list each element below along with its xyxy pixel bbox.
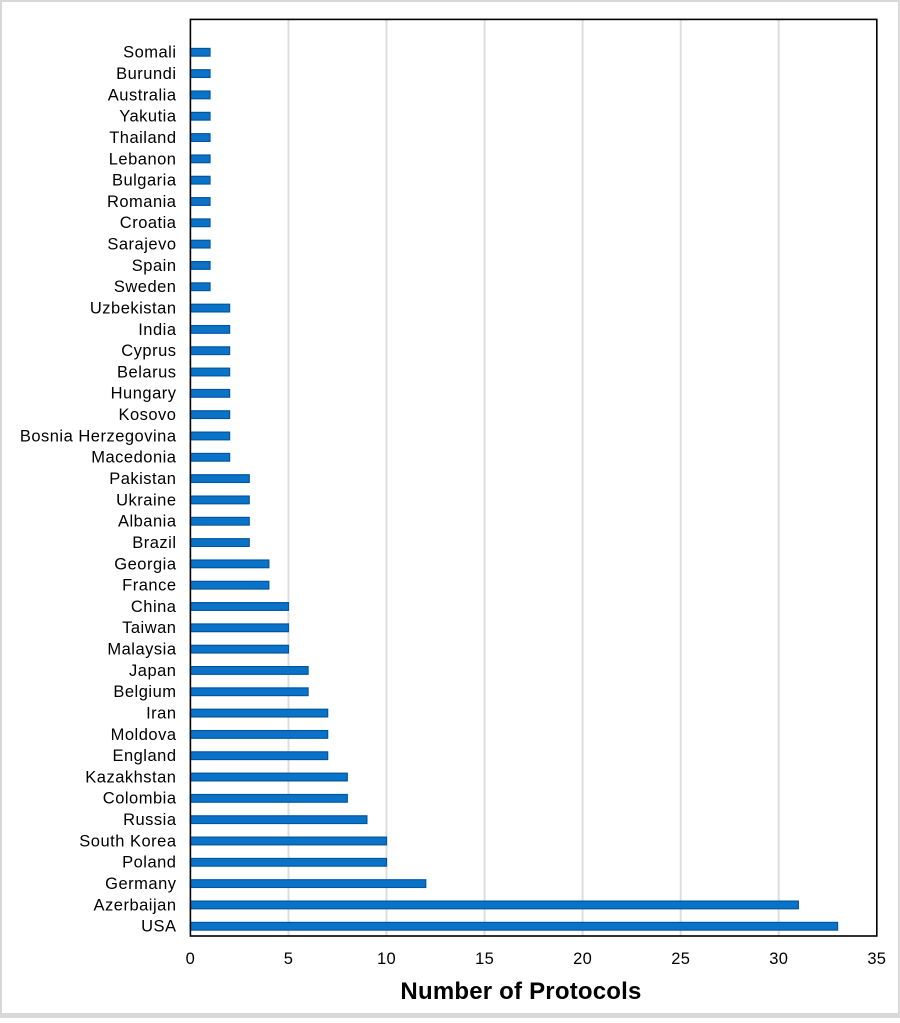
svg-text:Iran: Iran — [146, 704, 176, 722]
svg-text:10: 10 — [377, 950, 396, 968]
svg-text:Moldova: Moldova — [111, 726, 177, 744]
svg-text:Macedonia: Macedonia — [91, 449, 177, 467]
svg-text:USA: USA — [141, 918, 176, 936]
svg-text:30: 30 — [769, 950, 788, 968]
svg-text:0: 0 — [186, 950, 195, 968]
svg-text:Croatia: Croatia — [120, 214, 177, 232]
svg-text:Lebanon: Lebanon — [109, 150, 177, 168]
svg-text:Romania: Romania — [107, 193, 177, 211]
svg-text:Burundi: Burundi — [116, 65, 176, 83]
svg-text:South Korea: South Korea — [79, 832, 177, 850]
svg-text:5: 5 — [284, 950, 293, 968]
svg-text:35: 35 — [867, 950, 886, 968]
svg-text:Hungary: Hungary — [111, 385, 177, 403]
svg-text:Germany: Germany — [105, 875, 177, 893]
svg-text:Yakutia: Yakutia — [119, 108, 177, 126]
svg-text:Colombia: Colombia — [103, 790, 177, 808]
svg-text:Uzbekistan: Uzbekistan — [90, 299, 177, 317]
svg-text:Kosovo: Kosovo — [118, 406, 176, 424]
svg-text:England: England — [112, 747, 176, 765]
svg-text:Cyprus: Cyprus — [121, 342, 176, 360]
svg-text:Taiwan: Taiwan — [122, 619, 176, 637]
svg-text:Poland: Poland — [122, 854, 176, 872]
svg-text:Albania: Albania — [118, 513, 177, 531]
svg-text:Azerbaijan: Azerbaijan — [94, 896, 177, 914]
svg-text:Malaysia: Malaysia — [107, 641, 176, 659]
svg-text:Kazakhstan: Kazakhstan — [85, 768, 176, 786]
svg-text:15: 15 — [475, 950, 494, 968]
svg-text:Spain: Spain — [132, 257, 177, 275]
svg-text:Japan: Japan — [129, 662, 176, 680]
svg-text:Ukraine: Ukraine — [116, 491, 176, 509]
svg-text:Bosnia Herzegovina: Bosnia Herzegovina — [20, 427, 177, 445]
svg-text:Sarajevo: Sarajevo — [107, 236, 176, 254]
svg-text:Belarus: Belarus — [117, 363, 176, 381]
svg-text:Brazil: Brazil — [132, 534, 176, 552]
svg-text:Thailand: Thailand — [109, 129, 176, 147]
svg-text:Somali: Somali — [123, 44, 176, 62]
svg-text:Sweden: Sweden — [114, 278, 177, 296]
svg-text:Bulgaria: Bulgaria — [112, 172, 177, 190]
svg-text:25: 25 — [671, 950, 690, 968]
svg-text:Belgium: Belgium — [113, 683, 176, 701]
svg-text:France: France — [122, 577, 176, 595]
svg-text:Georgia: Georgia — [114, 555, 177, 573]
svg-text:Australia: Australia — [108, 86, 177, 104]
svg-text:Pakistan: Pakistan — [109, 470, 176, 488]
svg-text:China: China — [131, 598, 177, 616]
svg-text:20: 20 — [573, 950, 592, 968]
svg-text:India: India — [138, 321, 177, 339]
svg-text:Number of Protocols: Number of Protocols — [400, 978, 641, 1005]
svg-text:Russia: Russia — [123, 811, 177, 829]
